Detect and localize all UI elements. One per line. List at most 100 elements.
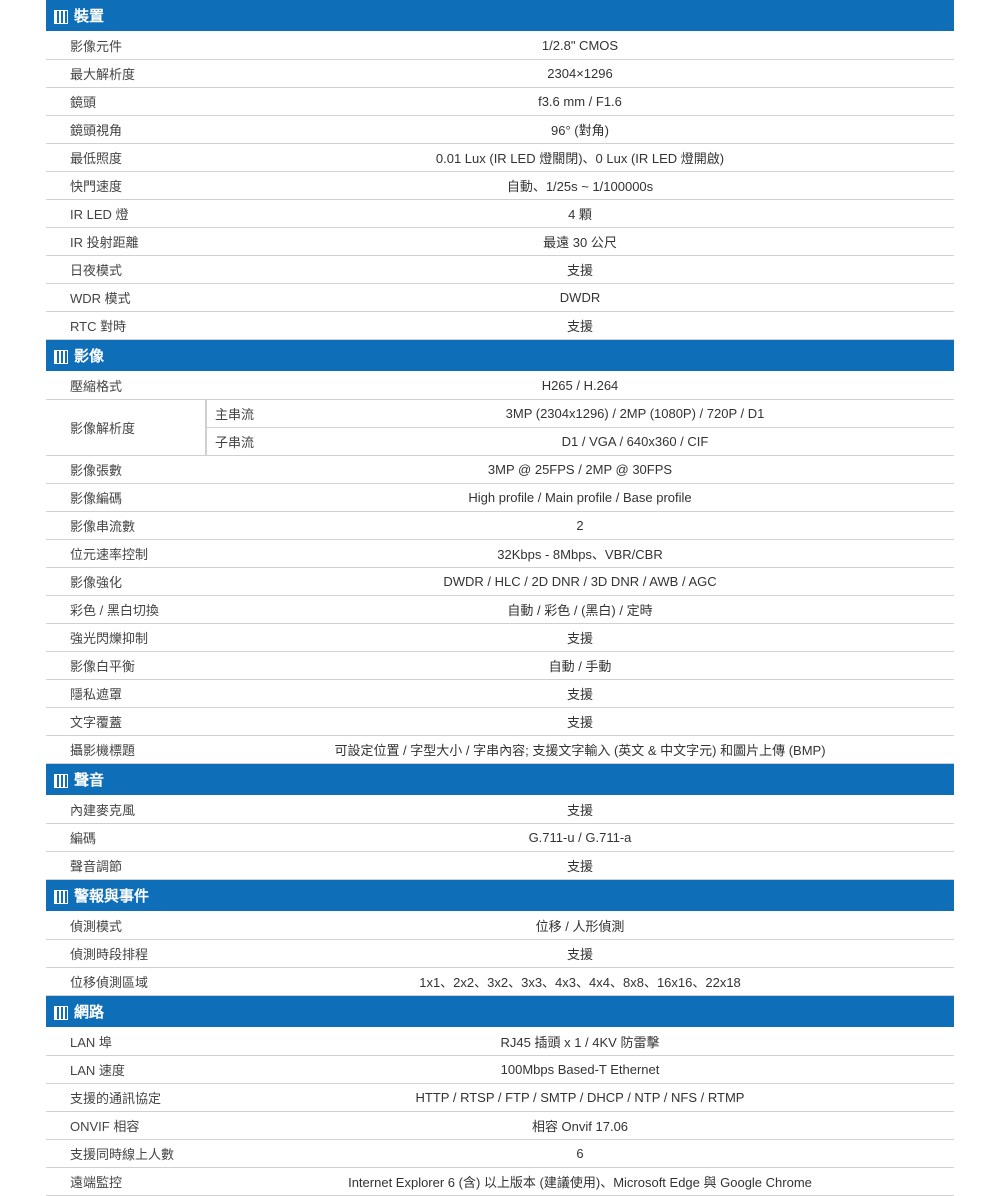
spec-row: 文字覆蓋支援 <box>46 708 954 736</box>
spec-label: 遠端監控 <box>46 1168 206 1195</box>
spec-value: 自動 / 彩色 / (黑白) / 定時 <box>206 596 954 623</box>
spec-row: 彩色 / 黑白切換自動 / 彩色 / (黑白) / 定時 <box>46 596 954 624</box>
spec-label: 影像解析度 <box>46 400 206 455</box>
spec-value: 支援 <box>206 624 954 651</box>
spec-label: 編碼 <box>46 824 206 851</box>
spec-row: IR LED 燈4 顆 <box>46 200 954 228</box>
spec-row: 壓縮格式H265 / H.264 <box>46 372 954 400</box>
spec-label: 隱私遮罩 <box>46 680 206 707</box>
spec-row: 影像串流數2 <box>46 512 954 540</box>
section-header: 網路 <box>46 996 954 1028</box>
spec-label: 快門速度 <box>46 172 206 199</box>
section-title: 警報與事件 <box>74 888 149 905</box>
spec-value: 支援 <box>206 256 954 283</box>
spec-label: 強光閃爍抑制 <box>46 624 206 651</box>
spec-value: 支援 <box>206 708 954 735</box>
spec-label: IR 投射距離 <box>46 228 206 255</box>
hatch-icon <box>54 10 68 24</box>
spec-sublabel: 子串流 <box>206 428 316 455</box>
spec-row: 影像白平衡自動 / 手動 <box>46 652 954 680</box>
spec-row: 攝影機標題可設定位置 / 字型大小 / 字串內容; 支援文字輸入 (英文 & 中… <box>46 736 954 764</box>
spec-row: 內建麥克風支援 <box>46 796 954 824</box>
hatch-icon <box>54 1006 68 1020</box>
spec-row: IR 投射距離最遠 30 公尺 <box>46 228 954 256</box>
spec-row: LAN 埠RJ45 插頭 x 1 / 4KV 防雷擊 <box>46 1028 954 1056</box>
spec-label: ONVIF 相容 <box>46 1112 206 1139</box>
spec-value: 位移 / 人形偵測 <box>206 912 954 939</box>
spec-label: 攝影機標題 <box>46 736 206 763</box>
spec-label: 最大解析度 <box>46 60 206 87</box>
spec-label: 鏡頭視角 <box>46 116 206 143</box>
section-title: 網路 <box>74 1004 104 1021</box>
spec-label: 偵測模式 <box>46 912 206 939</box>
spec-row: ONVIF 相容相容 Onvif 17.06 <box>46 1112 954 1140</box>
spec-label: 內建麥克風 <box>46 796 206 823</box>
spec-label: 聲音調節 <box>46 852 206 879</box>
spec-row: 鏡頭視角96° (對角) <box>46 116 954 144</box>
spec-value: f3.6 mm / F1.6 <box>206 88 954 115</box>
spec-row: 影像強化DWDR / HLC / 2D DNR / 3D DNR / AWB /… <box>46 568 954 596</box>
spec-value: 96° (對角) <box>206 116 954 143</box>
spec-row: 強光閃爍抑制支援 <box>46 624 954 652</box>
spec-label: 影像編碼 <box>46 484 206 511</box>
spec-label: 影像元件 <box>46 32 206 59</box>
spec-value: 0.01 Lux (IR LED 燈關閉)、0 Lux (IR LED 燈開啟) <box>206 144 954 171</box>
spec-row: 最大解析度2304×1296 <box>46 60 954 88</box>
spec-label: 鏡頭 <box>46 88 206 115</box>
spec-value: 1x1、2x2、3x2、3x3、4x3、4x4、8x8、16x16、22x18 <box>206 968 954 995</box>
spec-row: 遠端監控Internet Explorer 6 (含) 以上版本 (建議使用)、… <box>46 1168 954 1196</box>
spec-label: 影像張數 <box>46 456 206 483</box>
spec-value: 最遠 30 公尺 <box>206 228 954 255</box>
spec-row: 支援的通訊協定HTTP / RTSP / FTP / SMTP / DHCP /… <box>46 1084 954 1112</box>
spec-value: 支援 <box>206 680 954 707</box>
spec-value: 3MP @ 25FPS / 2MP @ 30FPS <box>206 456 954 483</box>
spec-value: 1/2.8" CMOS <box>206 32 954 59</box>
spec-value: H265 / H.264 <box>206 372 954 399</box>
spec-label: 偵測時段排程 <box>46 940 206 967</box>
spec-label: 支援同時線上人數 <box>46 1140 206 1167</box>
spec-value: G.711-u / G.711-a <box>206 824 954 851</box>
spec-value: 支援 <box>206 796 954 823</box>
spec-label: LAN 埠 <box>46 1028 206 1055</box>
spec-value: 32Kbps - 8Mbps、VBR/CBR <box>206 540 954 567</box>
spec-label: RTC 對時 <box>46 312 206 339</box>
spec-sublabel: 主串流 <box>206 400 316 427</box>
spec-label: 彩色 / 黑白切換 <box>46 596 206 623</box>
spec-subrow: 主串流3MP (2304x1296) / 2MP (1080P) / 720P … <box>206 400 954 428</box>
spec-row: 隱私遮罩支援 <box>46 680 954 708</box>
spec-subrow: 子串流D1 / VGA / 640x360 / CIF <box>206 428 954 455</box>
spec-table: 裝置影像元件1/2.8" CMOS最大解析度2304×1296鏡頭f3.6 mm… <box>46 0 954 1196</box>
spec-value: RJ45 插頭 x 1 / 4KV 防雷擊 <box>206 1028 954 1055</box>
spec-row: 影像編碼High profile / Main profile / Base p… <box>46 484 954 512</box>
spec-value: 相容 Onvif 17.06 <box>206 1112 954 1139</box>
spec-row: 位元速率控制32Kbps - 8Mbps、VBR/CBR <box>46 540 954 568</box>
section-title: 聲音 <box>74 772 104 789</box>
spec-row: 日夜模式支援 <box>46 256 954 284</box>
hatch-icon <box>54 350 68 364</box>
spec-row: 快門速度自動、1/25s ~ 1/100000s <box>46 172 954 200</box>
spec-value: HTTP / RTSP / FTP / SMTP / DHCP / NTP / … <box>206 1084 954 1111</box>
spec-label: 位元速率控制 <box>46 540 206 567</box>
spec-label: 支援的通訊協定 <box>46 1084 206 1111</box>
spec-row: 偵測時段排程支援 <box>46 940 954 968</box>
spec-label: 日夜模式 <box>46 256 206 283</box>
hatch-icon <box>54 890 68 904</box>
spec-row: 影像元件1/2.8" CMOS <box>46 32 954 60</box>
spec-value: High profile / Main profile / Base profi… <box>206 484 954 511</box>
spec-value: 100Mbps Based-T Ethernet <box>206 1056 954 1083</box>
spec-label: 位移偵測區域 <box>46 968 206 995</box>
spec-value: D1 / VGA / 640x360 / CIF <box>316 428 954 455</box>
spec-row: RTC 對時支援 <box>46 312 954 340</box>
spec-row: 最低照度0.01 Lux (IR LED 燈關閉)、0 Lux (IR LED … <box>46 144 954 172</box>
spec-row: 影像張數3MP @ 25FPS / 2MP @ 30FPS <box>46 456 954 484</box>
spec-value: 可設定位置 / 字型大小 / 字串內容; 支援文字輸入 (英文 & 中文字元) … <box>206 736 954 763</box>
spec-label: LAN 速度 <box>46 1056 206 1083</box>
spec-value: Internet Explorer 6 (含) 以上版本 (建議使用)、Micr… <box>206 1168 954 1195</box>
spec-value: 支援 <box>206 312 954 339</box>
spec-row: 位移偵測區域1x1、2x2、3x2、3x3、4x3、4x4、8x8、16x16、… <box>46 968 954 996</box>
spec-label: IR LED 燈 <box>46 200 206 227</box>
spec-label: 影像串流數 <box>46 512 206 539</box>
spec-value: 自動、1/25s ~ 1/100000s <box>206 172 954 199</box>
section-header: 影像 <box>46 340 954 372</box>
spec-value: 3MP (2304x1296) / 2MP (1080P) / 720P / D… <box>316 400 954 427</box>
